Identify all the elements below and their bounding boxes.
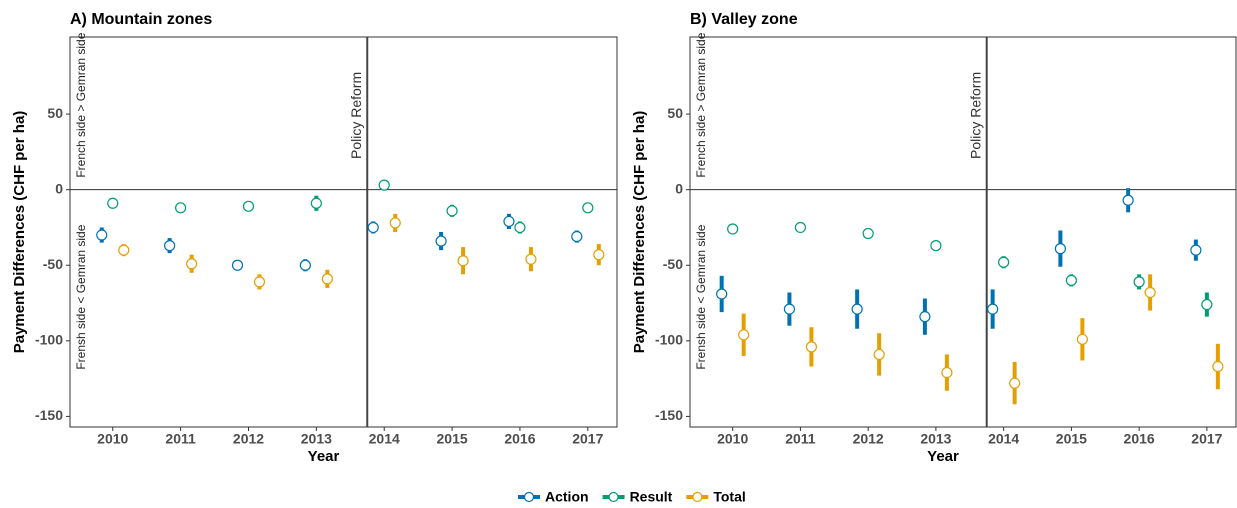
point [1054, 243, 1066, 255]
x-tick-label: 2013 [301, 431, 332, 447]
panel-title: A) Mountain zones [70, 11, 212, 28]
legend-label: Action [545, 489, 589, 505]
point [457, 255, 469, 267]
point [242, 200, 255, 212]
point [571, 230, 583, 243]
x-tick-label: 2010 [717, 431, 748, 447]
point [582, 202, 594, 214]
point [1190, 244, 1202, 256]
point [805, 341, 818, 353]
point [873, 348, 885, 361]
annotation: French side > Gemran side [74, 32, 88, 177]
annotation: French side > Gemran side [694, 32, 708, 177]
x-tick-label: 2012 [853, 431, 884, 447]
x-tick-label: 2015 [1056, 431, 1087, 447]
point [987, 303, 999, 315]
annotation: Frensh side < Gemran side [694, 224, 708, 369]
point [389, 217, 401, 229]
reform-label: Policy Reform [348, 72, 364, 159]
y-tick-label: 0 [675, 180, 683, 196]
point [1122, 194, 1134, 206]
point [367, 221, 379, 234]
point [738, 329, 750, 341]
x-tick-label: 2014 [369, 431, 400, 447]
point [716, 288, 728, 300]
legend-label: Total [713, 489, 745, 505]
point [1009, 377, 1021, 389]
point [175, 202, 187, 214]
point [941, 366, 953, 379]
point [851, 303, 863, 315]
point [503, 215, 515, 228]
point [378, 179, 390, 191]
x-axis-label: Year [308, 448, 340, 465]
x-tick-label: 2012 [233, 431, 264, 447]
point [1076, 333, 1088, 345]
point [446, 205, 458, 217]
y-tick-label: -50 [43, 256, 63, 272]
legend-key-point [608, 491, 619, 503]
y-tick-label: -100 [35, 332, 63, 348]
point [1144, 286, 1156, 299]
point [794, 221, 807, 234]
y-tick-label: -100 [655, 332, 683, 348]
point [435, 235, 447, 247]
x-tick-label: 2015 [437, 431, 468, 447]
point [1212, 360, 1224, 373]
x-tick-label: 2013 [920, 431, 951, 447]
y-axis-label: Payment Differences (CHF per ha) [11, 111, 28, 354]
x-tick-label: 2010 [97, 431, 128, 447]
point [107, 197, 119, 209]
point [1133, 276, 1145, 288]
point [321, 273, 333, 285]
point [164, 240, 176, 252]
y-tick-label: 0 [55, 180, 63, 196]
point [1065, 274, 1077, 286]
y-axis-label: Payment Differences (CHF per ha) [631, 111, 648, 354]
panel-title: B) Valley zone [690, 11, 798, 28]
x-tick-label: 2017 [572, 431, 603, 447]
panel-border [69, 36, 618, 428]
point [525, 253, 537, 265]
point [930, 240, 942, 252]
y-tick-label: -150 [35, 407, 63, 423]
point [118, 244, 130, 256]
point [310, 197, 322, 209]
x-tick-label: 2016 [504, 431, 535, 447]
x-axis-label: Year [927, 448, 959, 465]
y-tick-label: -150 [655, 407, 683, 423]
point [727, 223, 739, 235]
legend-key-point [523, 491, 535, 503]
reform-label: Policy Reform [967, 72, 983, 159]
point [514, 221, 526, 234]
y-tick-label: 50 [47, 105, 63, 121]
x-tick-label: 2011 [165, 431, 196, 447]
x-tick-label: 2017 [1191, 431, 1222, 447]
point [862, 227, 874, 240]
y-tick-label: 50 [667, 105, 683, 121]
point [998, 256, 1010, 268]
y-tick-label: -50 [663, 256, 683, 272]
point [783, 303, 796, 315]
point [593, 249, 605, 261]
legend-key-point [692, 491, 703, 503]
x-tick-label: 2016 [1124, 431, 1155, 447]
annotation: Frensh side < Gemran side [74, 224, 88, 369]
point [1201, 298, 1213, 311]
point [253, 276, 266, 288]
x-tick-label: 2014 [988, 431, 1019, 447]
point [96, 229, 108, 241]
point [231, 259, 244, 271]
point [919, 311, 931, 323]
panel-border [689, 36, 1237, 428]
point [186, 258, 198, 270]
x-tick-label: 2011 [785, 431, 816, 447]
legend-label: Result [630, 489, 673, 505]
point [299, 259, 311, 271]
